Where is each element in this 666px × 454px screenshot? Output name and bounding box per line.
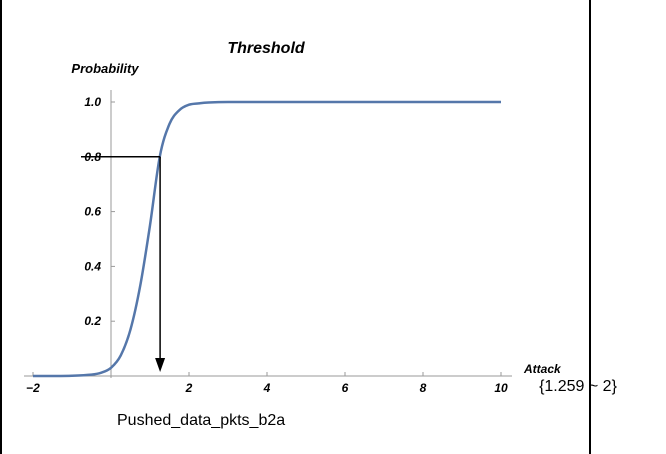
x-tick-label: −2 (26, 381, 40, 395)
y-tick-label: 0.2 (84, 314, 101, 328)
probability-curve (32, 100, 501, 378)
x-tick-label: 4 (263, 381, 271, 395)
y-tick-label: 1.0 (84, 95, 101, 109)
y-tick-label: 0.4 (84, 259, 101, 273)
threshold-range-label: {1.259 ~ 2} (539, 378, 618, 395)
chart-title: Threshold (227, 40, 306, 57)
x-tick-label: 2 (185, 381, 193, 395)
y-axis-label: Probability (71, 61, 139, 76)
threshold-arrowhead (155, 358, 166, 372)
feature-name-label: Pushed_data_pkts_b2a (117, 412, 285, 429)
x-axis-label: Attack (523, 362, 562, 376)
x-tick-label: 8 (420, 381, 427, 395)
x-tick-label: 10 (494, 381, 508, 395)
y-tick-label: 0.6 (84, 205, 101, 219)
x-tick-label: 6 (342, 381, 349, 395)
